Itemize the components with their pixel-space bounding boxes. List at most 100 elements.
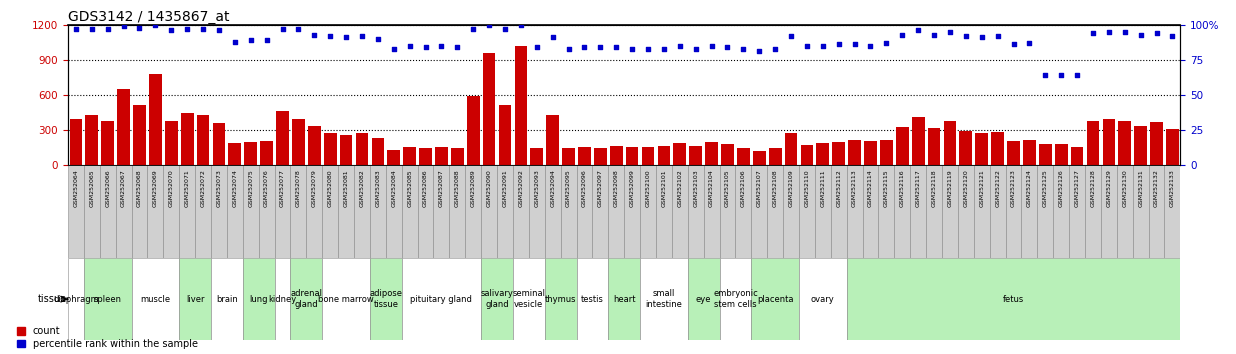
Text: GSM252092: GSM252092 xyxy=(518,169,523,207)
Text: GSM252097: GSM252097 xyxy=(598,169,603,207)
Point xyxy=(733,46,753,51)
Bar xyxy=(1070,147,1084,165)
Text: GSM252123: GSM252123 xyxy=(1011,169,1016,207)
Text: liver: liver xyxy=(185,295,204,304)
Point xyxy=(193,26,213,32)
Bar xyxy=(640,165,656,258)
Bar xyxy=(131,165,147,258)
Bar xyxy=(84,165,100,258)
Text: GSM252100: GSM252100 xyxy=(645,169,650,207)
Point xyxy=(177,26,197,32)
Text: GSM252076: GSM252076 xyxy=(265,169,269,207)
Bar xyxy=(959,131,973,165)
Text: adipose
tissue: adipose tissue xyxy=(370,290,402,309)
Text: GSM252113: GSM252113 xyxy=(852,169,857,207)
Point xyxy=(1115,29,1135,35)
Point xyxy=(941,29,960,35)
Text: GSM252099: GSM252099 xyxy=(629,169,634,207)
Point xyxy=(876,40,896,46)
Bar xyxy=(974,165,990,258)
Bar xyxy=(1132,165,1148,258)
Bar xyxy=(912,118,925,165)
Point xyxy=(781,33,801,39)
Point xyxy=(399,43,419,48)
Point xyxy=(98,26,117,32)
Bar xyxy=(975,132,988,165)
Text: GSM252111: GSM252111 xyxy=(821,169,826,207)
Text: GSM252078: GSM252078 xyxy=(295,169,300,207)
Bar xyxy=(896,127,908,165)
Bar xyxy=(451,148,464,165)
Bar xyxy=(1054,144,1068,165)
Bar xyxy=(608,165,624,258)
Bar xyxy=(1101,165,1117,258)
Bar xyxy=(785,133,797,165)
Bar xyxy=(435,147,447,165)
Bar xyxy=(847,258,1180,340)
Point xyxy=(431,43,451,48)
Text: GSM252067: GSM252067 xyxy=(121,169,126,207)
Bar xyxy=(1085,165,1101,258)
Bar xyxy=(530,148,543,165)
Bar xyxy=(481,258,513,340)
Text: GSM252064: GSM252064 xyxy=(73,169,78,207)
Text: GSM252101: GSM252101 xyxy=(661,169,666,207)
Text: placenta: placenta xyxy=(756,295,794,304)
Point xyxy=(336,35,356,40)
Bar xyxy=(737,148,750,165)
Bar xyxy=(370,165,386,258)
Text: GSM252128: GSM252128 xyxy=(1090,169,1095,207)
Bar xyxy=(1151,122,1163,165)
Text: bone marrow: bone marrow xyxy=(318,295,375,304)
Point xyxy=(273,26,293,32)
Text: GSM252096: GSM252096 xyxy=(582,169,587,207)
Bar xyxy=(514,46,528,165)
Bar xyxy=(386,165,402,258)
Point xyxy=(844,41,864,47)
Bar xyxy=(467,96,480,165)
Bar xyxy=(942,165,958,258)
Text: GSM252080: GSM252080 xyxy=(328,169,332,207)
Text: muscle: muscle xyxy=(141,295,171,304)
Bar xyxy=(753,151,765,165)
Text: GSM252122: GSM252122 xyxy=(995,169,1000,207)
Bar xyxy=(164,121,178,165)
Point xyxy=(1147,30,1167,36)
Bar xyxy=(1006,165,1021,258)
Bar xyxy=(798,165,815,258)
Text: GSM252072: GSM252072 xyxy=(200,169,205,207)
Bar xyxy=(751,258,798,340)
Bar xyxy=(561,165,576,258)
Point xyxy=(384,46,404,51)
Bar xyxy=(831,165,847,258)
Text: GSM252068: GSM252068 xyxy=(137,169,142,207)
Point xyxy=(1004,41,1023,47)
Text: adrenal
gland: adrenal gland xyxy=(290,290,323,309)
Bar xyxy=(179,165,195,258)
Bar xyxy=(991,132,1004,165)
Text: ovary: ovary xyxy=(811,295,834,304)
Point xyxy=(575,44,595,50)
Text: GSM252086: GSM252086 xyxy=(423,169,428,207)
Bar xyxy=(943,121,957,165)
Text: eye: eye xyxy=(696,295,712,304)
Text: GSM252104: GSM252104 xyxy=(709,169,714,207)
Point xyxy=(352,33,372,39)
Point xyxy=(130,25,150,30)
Point xyxy=(1083,30,1103,36)
Point xyxy=(304,32,324,38)
Text: GSM252091: GSM252091 xyxy=(503,169,508,207)
Bar xyxy=(879,165,895,258)
Point xyxy=(496,26,515,32)
Bar xyxy=(481,165,497,258)
Text: GSM252119: GSM252119 xyxy=(948,169,953,207)
Text: GSM252115: GSM252115 xyxy=(884,169,889,207)
Text: GSM252125: GSM252125 xyxy=(1043,169,1048,207)
Text: seminal
vesicle: seminal vesicle xyxy=(513,290,545,309)
Point xyxy=(464,26,483,32)
Point xyxy=(82,26,101,32)
Text: GSM252079: GSM252079 xyxy=(311,169,316,207)
Bar xyxy=(100,165,116,258)
Point xyxy=(1099,29,1119,35)
Text: GSM252088: GSM252088 xyxy=(455,169,460,207)
